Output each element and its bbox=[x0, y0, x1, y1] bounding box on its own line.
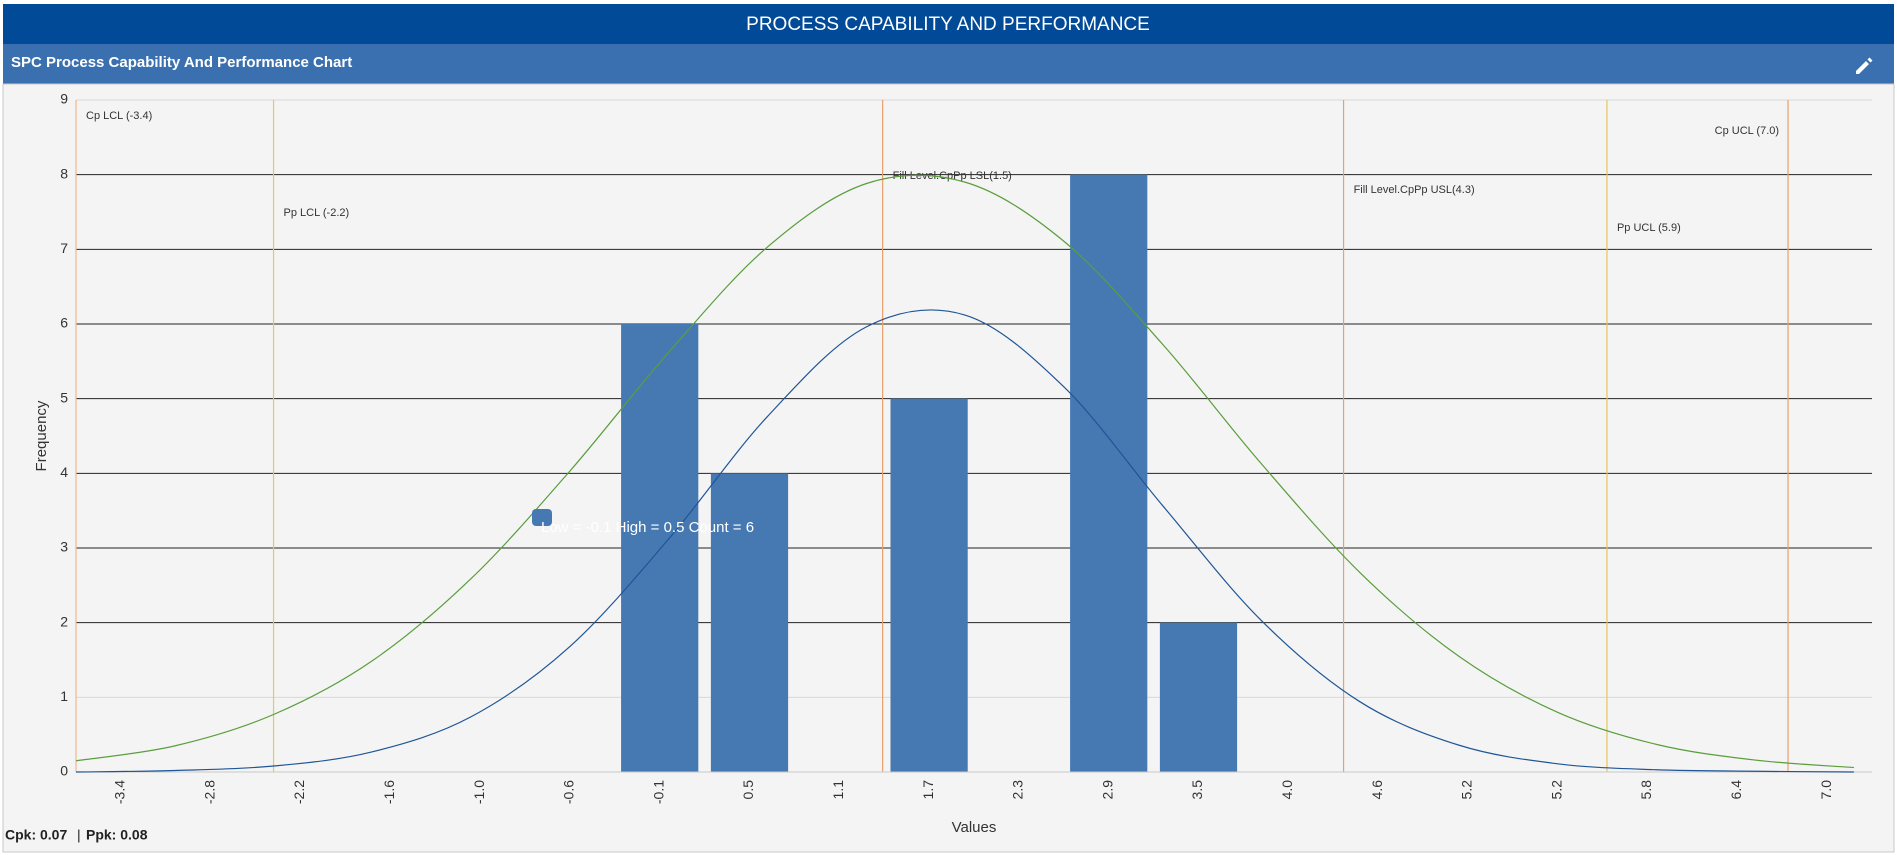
header-bar bbox=[3, 4, 1894, 44]
x-tick-label: 4.0 bbox=[1279, 780, 1295, 800]
y-axis-label: Frequency bbox=[33, 400, 50, 471]
y-tick-label: 6 bbox=[60, 315, 68, 331]
panel-title: SPC Process Capability And Performance C… bbox=[11, 54, 352, 71]
header-title: PROCESS CAPABILITY AND PERFORMANCE bbox=[746, 14, 1150, 35]
bar bbox=[710, 473, 789, 772]
x-tick-label: 4.6 bbox=[1369, 780, 1385, 800]
bar bbox=[1159, 622, 1238, 772]
y-tick-label: 5 bbox=[60, 389, 68, 405]
y-tick-label: 9 bbox=[60, 91, 68, 107]
x-tick-label: -2.2 bbox=[291, 780, 307, 804]
edit-pencil[interactable] bbox=[1856, 57, 1873, 75]
spec-label: Pp UCL (5.9) bbox=[1617, 222, 1681, 234]
y-tick-label: 0 bbox=[60, 763, 68, 779]
x-tick-label: -2.8 bbox=[201, 780, 217, 804]
x-tick-label: 5.2 bbox=[1459, 780, 1475, 800]
x-tick-label: 0.5 bbox=[740, 780, 756, 800]
tooltip-icon bbox=[532, 509, 552, 526]
x-tick-label: 5.2 bbox=[1548, 780, 1564, 800]
bar bbox=[1070, 174, 1148, 772]
y-tick-label: 4 bbox=[60, 464, 68, 480]
footer-ppk: Ppk: 0.08 bbox=[86, 827, 148, 843]
bar bbox=[890, 398, 968, 772]
bar bbox=[621, 324, 699, 772]
x-tick-label: 5.8 bbox=[1638, 780, 1654, 800]
spec-label: Pp LCL (-2.2) bbox=[284, 207, 350, 219]
x-tick-label: -1.6 bbox=[381, 780, 397, 804]
x-tick-label: 2.9 bbox=[1099, 780, 1115, 800]
x-tick-label: -0.6 bbox=[561, 780, 577, 804]
x-tick-label: -3.4 bbox=[112, 780, 128, 804]
panel-bar bbox=[3, 44, 1894, 84]
spec-label: Cp UCL (7.0) bbox=[1715, 125, 1779, 137]
spec-label: Fill Level.CpPp USL(4.3) bbox=[1354, 184, 1475, 196]
x-tick-label: 6.4 bbox=[1728, 780, 1744, 800]
footer-cpk: Cpk: 0.07 bbox=[5, 827, 67, 843]
spec-label: Fill Level.CpPp LSL(1.5) bbox=[893, 170, 1012, 182]
footer-separator: | bbox=[77, 827, 81, 843]
x-tick-label: -1.0 bbox=[471, 780, 487, 804]
distribution-curve bbox=[75, 174, 1854, 769]
x-tick-label: -0.1 bbox=[650, 780, 666, 804]
chart: 0 1 2 3 4 5 6 7 8 9 Cp LCL (-3.4) Pp LCL (-2.2) Fill… bbox=[33, 91, 1872, 836]
edit-icon[interactable] bbox=[1856, 57, 1873, 75]
x-tick-label: 1.7 bbox=[920, 780, 936, 800]
x-tick-label: 2.3 bbox=[1010, 780, 1026, 800]
x-tick-label: 3.5 bbox=[1189, 780, 1205, 800]
y-tick-label: 2 bbox=[60, 613, 68, 629]
distribution-curve bbox=[75, 309, 1854, 773]
x-tick-label: 1.1 bbox=[830, 780, 846, 800]
tooltip-text: Low = -0.1 High = 0.5 Count = 6 bbox=[541, 519, 754, 536]
y-tick-label: 3 bbox=[60, 539, 68, 555]
y-tick-label: 1 bbox=[60, 688, 68, 704]
spec-label: Cp LCL (-3.4) bbox=[86, 110, 152, 122]
y-tick-label: 8 bbox=[60, 165, 68, 181]
y-tick-label: 7 bbox=[60, 240, 68, 256]
x-tick-label: 7.0 bbox=[1818, 780, 1834, 800]
x-axis-label: Values bbox=[952, 819, 997, 836]
